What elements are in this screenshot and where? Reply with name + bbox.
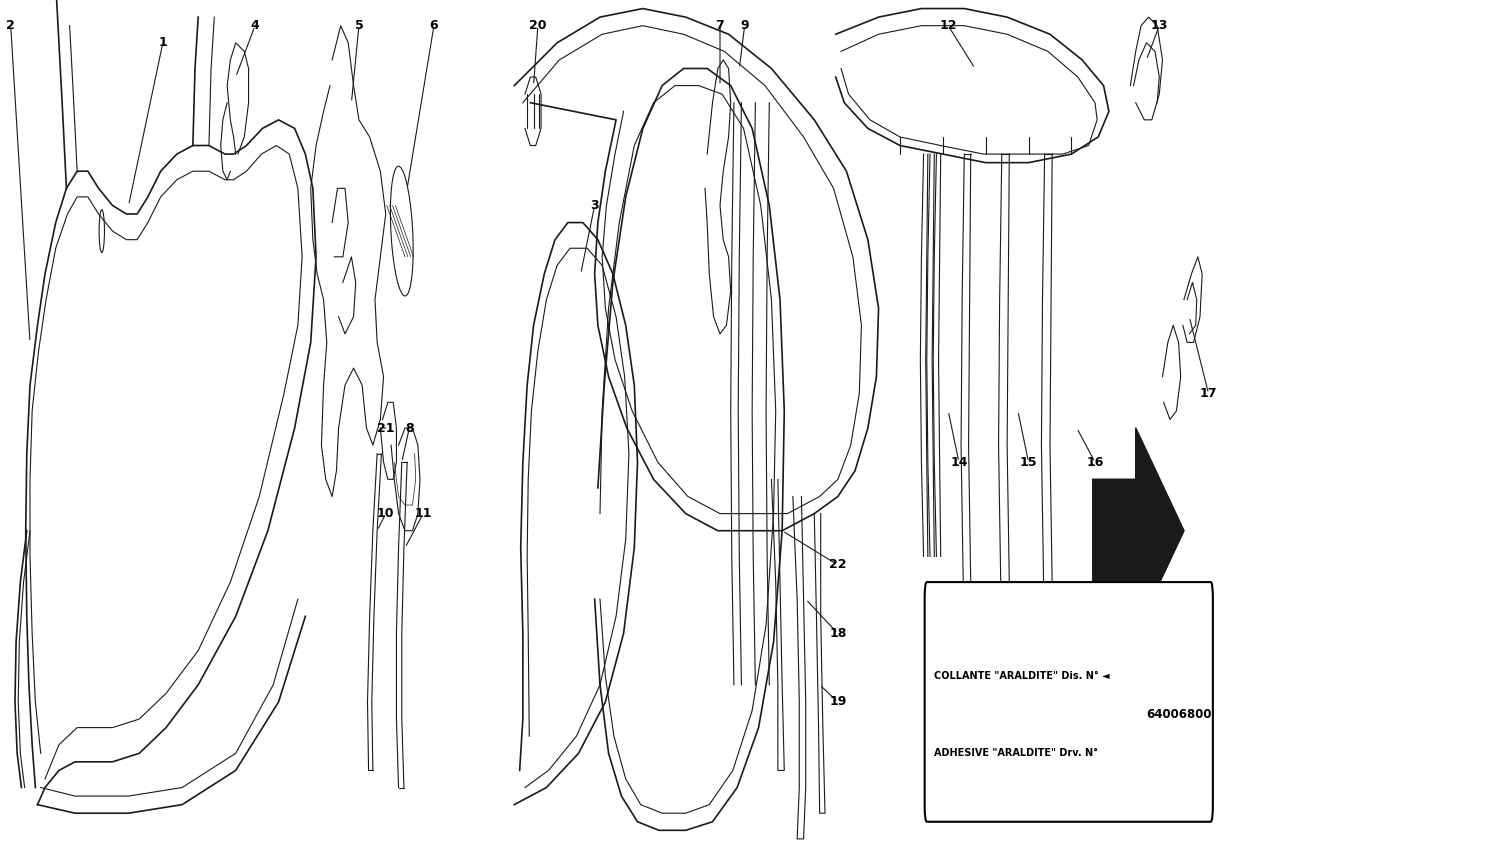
Text: 1: 1 bbox=[159, 36, 166, 50]
Text: 18: 18 bbox=[830, 627, 846, 640]
Text: 19: 19 bbox=[830, 695, 846, 709]
Text: 8: 8 bbox=[405, 421, 414, 435]
Text: 2: 2 bbox=[6, 19, 15, 33]
Text: 21: 21 bbox=[376, 421, 394, 435]
Text: 17: 17 bbox=[1200, 387, 1218, 401]
Text: ADHESIVE "ARALDITE" Drv. N°: ADHESIVE "ARALDITE" Drv. N° bbox=[934, 748, 1098, 758]
Text: 64006800: 64006800 bbox=[1146, 708, 1212, 722]
Text: 12: 12 bbox=[939, 19, 957, 33]
Text: 11: 11 bbox=[414, 507, 432, 520]
Text: 15: 15 bbox=[1020, 455, 1038, 469]
Text: 9: 9 bbox=[741, 19, 748, 33]
Text: 14: 14 bbox=[950, 455, 968, 469]
Text: 22: 22 bbox=[830, 558, 846, 572]
Text: 13: 13 bbox=[1150, 19, 1168, 33]
Polygon shape bbox=[1094, 428, 1184, 633]
Text: 7: 7 bbox=[716, 19, 724, 33]
Text: 10: 10 bbox=[376, 507, 394, 520]
Text: 5: 5 bbox=[354, 19, 363, 33]
Text: COLLANTE "ARALDITE" Dis. N° ◄: COLLANTE "ARALDITE" Dis. N° ◄ bbox=[934, 671, 1110, 681]
Text: 3: 3 bbox=[591, 199, 598, 212]
Text: 6: 6 bbox=[429, 19, 438, 33]
Text: 16: 16 bbox=[1086, 455, 1104, 469]
Text: 20: 20 bbox=[530, 19, 546, 33]
Text: 4: 4 bbox=[251, 19, 260, 33]
FancyBboxPatch shape bbox=[924, 582, 1214, 822]
